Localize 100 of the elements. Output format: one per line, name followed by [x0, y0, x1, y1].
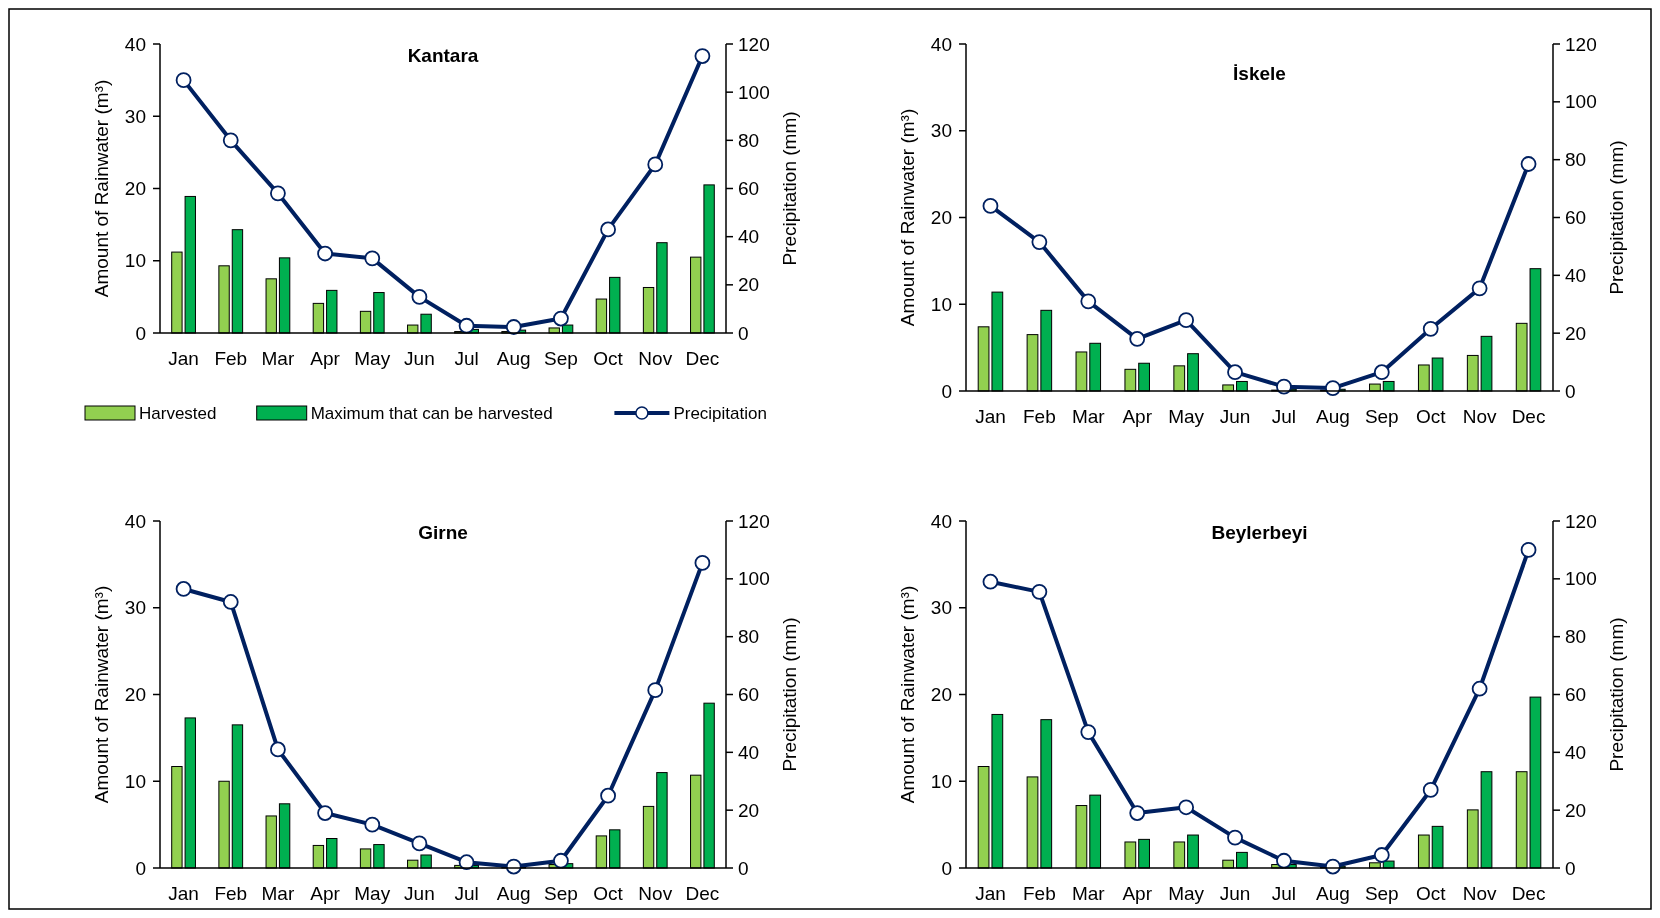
y2-tick-label: 20	[738, 799, 760, 821]
x-tick-label: Sep	[544, 348, 578, 369]
x-tick-label: Aug	[1315, 406, 1350, 427]
x-tick-label: Oct	[593, 348, 624, 369]
x-tick-label: Oct	[593, 883, 624, 904]
y-tick-label: 40	[930, 510, 952, 532]
y-tick-label: 20	[124, 684, 146, 706]
y2-axis-title: Precipitation (mm)	[779, 111, 800, 266]
x-tick-label: Dec	[1511, 883, 1546, 904]
y-tick-label: 30	[930, 120, 952, 142]
x-tick-label: Dec	[685, 348, 720, 369]
x-tick-label: May	[1168, 883, 1205, 904]
y-tick-label: 10	[124, 250, 146, 272]
x-tick-label: Sep	[544, 883, 578, 904]
y2-tick-label: 0	[738, 857, 749, 879]
y-tick-label: 20	[930, 207, 952, 229]
y2-tick-label: 100	[1565, 91, 1597, 113]
y-tick-label: 10	[930, 293, 952, 315]
y2-tick-label: 40	[1565, 264, 1587, 286]
legend-label: Precipitation	[673, 403, 767, 423]
x-tick-label: May	[354, 348, 391, 369]
x-tick-label: Aug	[496, 883, 531, 904]
y2-axis-title: Precipitation (mm)	[779, 617, 800, 772]
x-tick-label: Aug	[1315, 883, 1350, 904]
y-tick-label: 40	[124, 510, 146, 532]
y2-tick-label: 100	[738, 568, 770, 590]
y2-tick-label: 0	[1565, 380, 1576, 402]
x-tick-label: Feb	[1023, 406, 1056, 427]
x-tick-label: May	[1168, 406, 1205, 427]
x-tick-label: Dec	[1511, 406, 1546, 427]
y2-tick-label: 0	[1565, 857, 1576, 879]
y2-tick-label: 100	[738, 81, 770, 103]
y-axis-title: Amount of Rainwater (m³)	[897, 585, 918, 804]
x-tick-label: Jul	[1271, 406, 1297, 427]
x-tick-label: Jun	[404, 348, 435, 369]
y2-tick-label: 60	[738, 178, 760, 200]
y-tick-label: 10	[930, 770, 952, 792]
y-tick-label: 40	[124, 33, 146, 55]
x-tick-label: Jun	[1219, 883, 1251, 904]
x-tick-label: Mar	[1071, 406, 1106, 427]
text: İskele	[1233, 63, 1286, 84]
y2-tick-label: 60	[1565, 684, 1587, 706]
x-tick-label: Jul	[454, 348, 479, 369]
x-tick-label: Mar	[261, 883, 295, 904]
x-tick-label: Jul	[454, 883, 479, 904]
x-tick-label: Apr	[310, 348, 341, 369]
x-tick-label: Apr	[310, 883, 341, 904]
y2-tick-label: 120	[1565, 510, 1597, 532]
y2-tick-label: 0	[738, 322, 749, 344]
x-tick-label: Nov	[1462, 406, 1498, 427]
x-tick-label: Jan	[168, 883, 199, 904]
y2-tick-label: 100	[1565, 568, 1597, 590]
y2-tick-label: 60	[738, 684, 760, 706]
y2-tick-label: 80	[1565, 149, 1587, 171]
y-tick-label: 0	[941, 380, 952, 402]
y-tick-label: 20	[124, 178, 146, 200]
x-tick-label: Nov	[638, 883, 673, 904]
x-tick-label: Nov	[638, 348, 673, 369]
y2-tick-label: 60	[1565, 207, 1587, 229]
y-tick-label: 30	[930, 597, 952, 619]
y2-tick-label: 40	[738, 226, 760, 248]
y-tick-label: 30	[124, 105, 146, 127]
x-tick-label: Oct	[1415, 406, 1447, 427]
y-tick-label: 20	[930, 684, 952, 706]
x-tick-label: Apr	[1122, 883, 1153, 904]
y2-tick-label: 20	[1565, 322, 1587, 344]
y-tick-label: 40	[930, 33, 952, 55]
x-tick-label: Mar	[261, 348, 295, 369]
x-tick-label: Jun	[1219, 406, 1251, 427]
y-tick-label: 0	[941, 857, 952, 879]
y2-tick-label: 120	[738, 510, 770, 532]
y2-tick-label: 40	[738, 741, 760, 763]
x-tick-label: Jan	[975, 883, 1006, 904]
x-tick-label: Dec	[685, 883, 720, 904]
chart-title: Kantara	[407, 45, 479, 66]
x-tick-label: Jan	[975, 406, 1006, 427]
y2-tick-label: 80	[738, 626, 760, 648]
x-tick-label: May	[354, 883, 391, 904]
y-axis-title: Amount of Rainwater (m³)	[897, 108, 918, 327]
y-tick-label: 30	[124, 597, 146, 619]
y-tick-label: 10	[124, 770, 146, 792]
x-tick-label: Nov	[1462, 883, 1498, 904]
x-tick-label: Sep	[1364, 883, 1399, 904]
x-tick-label: Feb	[214, 348, 248, 369]
y2-tick-label: 20	[1565, 799, 1587, 821]
x-tick-label: Mar	[1071, 883, 1106, 904]
y-tick-label: 0	[135, 857, 146, 879]
x-tick-label: Jun	[404, 883, 435, 904]
chart-title: Beylerbeyi	[1211, 522, 1308, 543]
chart-title: Girne	[418, 522, 468, 543]
x-tick-label: Feb	[214, 883, 248, 904]
x-tick-label: Aug	[496, 348, 531, 369]
y2-axis-title: Precipitation (mm)	[1606, 140, 1627, 295]
x-tick-label: Jul	[1271, 883, 1297, 904]
legend-label: Harvested	[139, 403, 217, 423]
legend-label: Maximum that can be harvested	[310, 403, 553, 423]
y2-tick-label: 120	[738, 33, 770, 55]
y-axis-title: Amount of Rainwater (m³)	[91, 585, 112, 804]
x-tick-label: Feb	[1023, 883, 1056, 904]
x-tick-label: Apr	[1122, 406, 1153, 427]
